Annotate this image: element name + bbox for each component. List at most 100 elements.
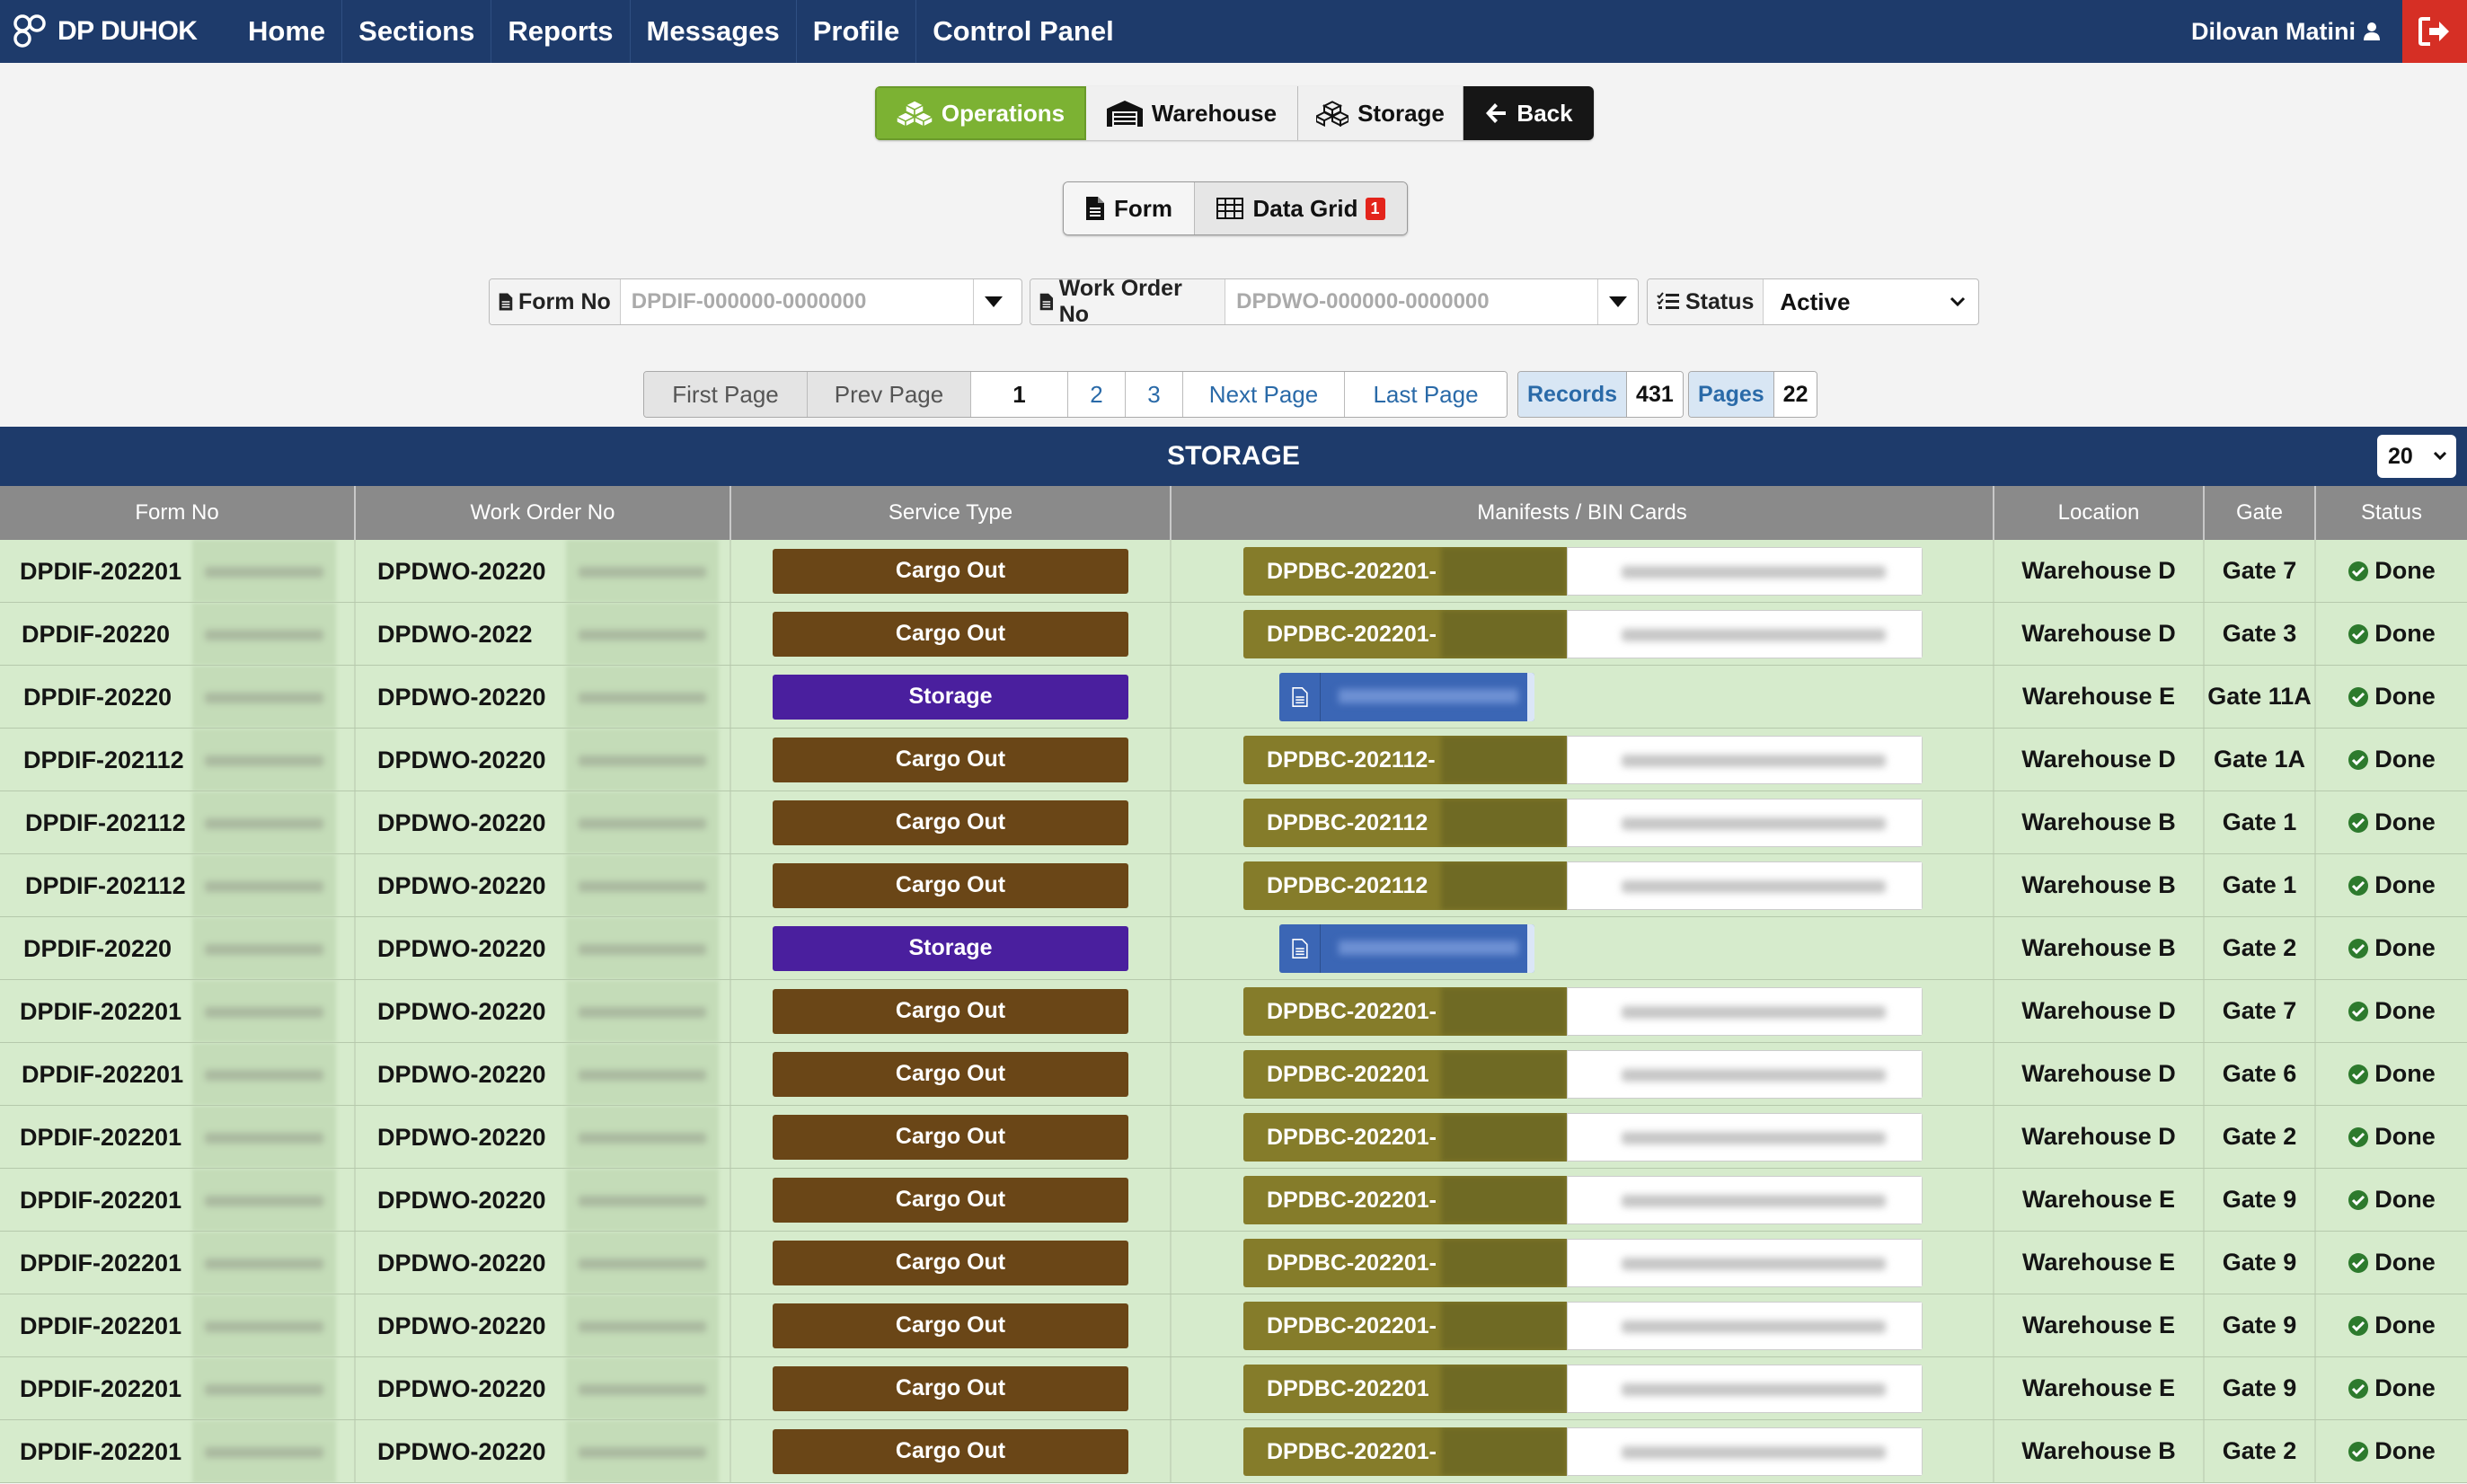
manifest-link[interactable]: DPDBC-202201 (1243, 1050, 1923, 1099)
brand[interactable]: DP DUHOK (0, 0, 232, 63)
service-type-badge[interactable]: Cargo Out (773, 1428, 1128, 1474)
service-type-badge[interactable]: Cargo Out (773, 1303, 1128, 1348)
manifest-link[interactable]: DPDBC-202201- (1243, 610, 1923, 658)
table-row[interactable]: DPDIF-202201 DPDWO-20220 Cargo Out DPDBC-20… (0, 1232, 2467, 1294)
manifest-link[interactable]: DPDBC-202112 (1243, 799, 1923, 847)
work-order-cell[interactable]: DPDWO-20220 (356, 729, 731, 791)
status-select[interactable]: Active (1764, 279, 1978, 324)
work-order-cell[interactable]: DPDWO-20220 (356, 1043, 731, 1105)
service-type-badge[interactable]: Cargo Out (773, 1365, 1128, 1411)
operations-button[interactable]: Operations (875, 86, 1086, 140)
form-no-cell[interactable]: DPDIF-202201 (0, 1420, 356, 1482)
header-gate[interactable]: Gate (2205, 486, 2316, 540)
form-no-cell[interactable]: DPDIF-202112 (0, 791, 356, 853)
form-no-cell[interactable]: DPDIF-20220 (0, 666, 356, 728)
form-no-cell[interactable]: DPDIF-202201 (0, 980, 356, 1042)
per-page-select[interactable]: 20 (2377, 435, 2456, 478)
service-type-badge[interactable]: Cargo Out (773, 737, 1128, 782)
nav-profile[interactable]: Profile (797, 0, 917, 63)
table-row[interactable]: DPDIF-202112 DPDWO-20220 Cargo Out DPDBC-20… (0, 791, 2467, 854)
work-order-cell[interactable]: DPDWO-20220 (356, 1420, 731, 1482)
table-row[interactable]: DPDIF-202201 DPDWO-20220 Cargo Out DPDBC-20… (0, 1420, 2467, 1483)
form-no-input[interactable]: DPDIF-000000-0000000 (631, 289, 867, 314)
work-order-input[interactable]: DPDWO-000000-0000000 (1236, 289, 1490, 314)
work-order-cell[interactable]: DPDWO-20220 (356, 791, 731, 853)
work-order-cell[interactable]: DPDWO-20220 (356, 980, 731, 1042)
table-row[interactable]: DPDIF-20220 DPDWO-2022 Cargo Out DPDBC-2022… (0, 603, 2467, 666)
service-type-badge[interactable]: Cargo Out (773, 611, 1128, 657)
service-type-badge[interactable]: Storage (773, 925, 1128, 971)
manifest-link[interactable]: DPDBC-202112 (1243, 861, 1923, 910)
form-no-cell[interactable]: DPDIF-202201 (0, 1357, 356, 1419)
service-type-badge[interactable]: Cargo Out (773, 1114, 1128, 1160)
data-grid-button[interactable]: Data Grid 1 (1195, 182, 1407, 234)
manifest-link[interactable]: DPDBC-202112- (1243, 736, 1923, 784)
service-type-badge[interactable]: Cargo Out (773, 988, 1128, 1034)
manifest-link[interactable]: DPDBC-202201- (1243, 987, 1923, 1036)
work-order-cell[interactable]: DPDWO-20220 (356, 1294, 731, 1356)
manifest-link[interactable]: DPDBC-202201- (1243, 1113, 1923, 1162)
form-no-cell[interactable]: DPDIF-202201 (0, 1294, 356, 1356)
form-view-button[interactable]: Form (1064, 182, 1195, 234)
header-location[interactable]: Location (1994, 486, 2205, 540)
manifest-link[interactable]: DPDBC-202201- (1243, 1176, 1923, 1224)
last-page-button[interactable]: Last Page (1345, 372, 1507, 417)
table-row[interactable]: DPDIF-20220 DPDWO-20220 Storage Warehouse B… (0, 917, 2467, 980)
page-3-button[interactable]: 3 (1126, 372, 1183, 417)
manifest-link[interactable]: DPDBC-202201- (1243, 1239, 1923, 1287)
prev-page-button[interactable]: Prev Page (808, 372, 971, 417)
nav-sections[interactable]: Sections (342, 0, 492, 63)
service-type-badge[interactable]: Cargo Out (773, 1240, 1128, 1285)
service-type-badge[interactable]: Cargo Out (773, 799, 1128, 845)
table-row[interactable]: DPDIF-202201 DPDWO-20220 Cargo Out DPDBC-20… (0, 1106, 2467, 1169)
form-no-cell[interactable]: DPDIF-202201 (0, 540, 356, 602)
nav-reports[interactable]: Reports (491, 0, 631, 63)
page-1-button[interactable]: 1 (971, 372, 1068, 417)
work-order-cell[interactable]: DPDWO-20220 (356, 1169, 731, 1231)
manifest-link[interactable]: DPDBC-202201- (1243, 547, 1923, 596)
work-order-cell[interactable]: DPDWO-20220 (356, 666, 731, 728)
form-no-cell[interactable]: DPDIF-202201 (0, 1106, 356, 1168)
form-no-cell[interactable]: DPDIF-202201 (0, 1232, 356, 1294)
work-order-cell[interactable]: DPDWO-20220 (356, 1106, 731, 1168)
form-no-cell[interactable]: DPDIF-202112 (0, 729, 356, 791)
table-row[interactable]: DPDIF-202201 DPDWO-20220 Cargo Out DPDBC-20… (0, 1294, 2467, 1357)
service-type-badge[interactable]: Cargo Out (773, 1051, 1128, 1097)
form-no-cell[interactable]: DPDIF-202112 (0, 854, 356, 916)
header-service-type[interactable]: Service Type (731, 486, 1172, 540)
manifest-link[interactable]: DPDBC-202201 (1243, 1365, 1923, 1413)
service-type-badge[interactable]: Storage (773, 674, 1128, 720)
table-row[interactable]: DPDIF-20220 DPDWO-20220 Storage Warehouse E… (0, 666, 2467, 729)
user-menu[interactable]: Dilovan Matini (2191, 18, 2381, 46)
table-row[interactable]: DPDIF-202201 DPDWO-20220 Cargo Out DPDBC-20… (0, 980, 2467, 1043)
form-no-cell[interactable]: DPDIF-20220 (0, 917, 356, 979)
form-no-cell[interactable]: DPDIF-20220 (0, 603, 356, 665)
work-order-cell[interactable]: DPDWO-20220 (356, 917, 731, 979)
service-type-badge[interactable]: Cargo Out (773, 548, 1128, 594)
table-row[interactable]: DPDIF-202201 DPDWO-20220 Cargo Out DPDBC-20… (0, 1357, 2467, 1420)
manifest-link[interactable]: DPDBC-202201- (1243, 1302, 1923, 1350)
table-row[interactable]: DPDIF-202201 DPDWO-20220 Cargo Out DPDBC-20… (0, 1043, 2467, 1106)
table-row[interactable]: DPDIF-202112 DPDWO-20220 Cargo Out DPDBC-20… (0, 729, 2467, 791)
work-order-dropdown[interactable] (1596, 279, 1638, 324)
header-status[interactable]: Status (2360, 500, 2423, 525)
header-form-no[interactable]: Form No (0, 486, 356, 540)
manifest-link[interactable]: DPDBC-202201- (1243, 1427, 1923, 1476)
storage-document-link[interactable] (1279, 673, 1534, 721)
next-page-button[interactable]: Next Page (1183, 372, 1345, 417)
form-no-cell[interactable]: DPDIF-202201 (0, 1043, 356, 1105)
nav-home[interactable]: Home (232, 0, 343, 63)
table-row[interactable]: DPDIF-202112 DPDWO-20220 Cargo Out DPDBC-20… (0, 854, 2467, 917)
header-work-order-no[interactable]: Work Order No (356, 486, 731, 540)
work-order-cell[interactable]: DPDWO-20220 (356, 1232, 731, 1294)
first-page-button[interactable]: First Page (644, 372, 808, 417)
form-no-dropdown[interactable] (972, 279, 1014, 324)
work-order-cell[interactable]: DPDWO-20220 (356, 540, 731, 602)
back-button[interactable]: Back (1463, 86, 1594, 140)
storage-document-link[interactable] (1279, 924, 1534, 973)
work-order-cell[interactable]: DPDWO-20220 (356, 854, 731, 916)
table-row[interactable]: DPDIF-202201 DPDWO-20220 Cargo Out DPDBC-20… (0, 540, 2467, 603)
work-order-cell[interactable]: DPDWO-20220 (356, 1357, 731, 1419)
table-row[interactable]: DPDIF-202201 DPDWO-20220 Cargo Out DPDBC-20… (0, 1169, 2467, 1232)
storage-button[interactable]: Storage (1298, 86, 1463, 140)
